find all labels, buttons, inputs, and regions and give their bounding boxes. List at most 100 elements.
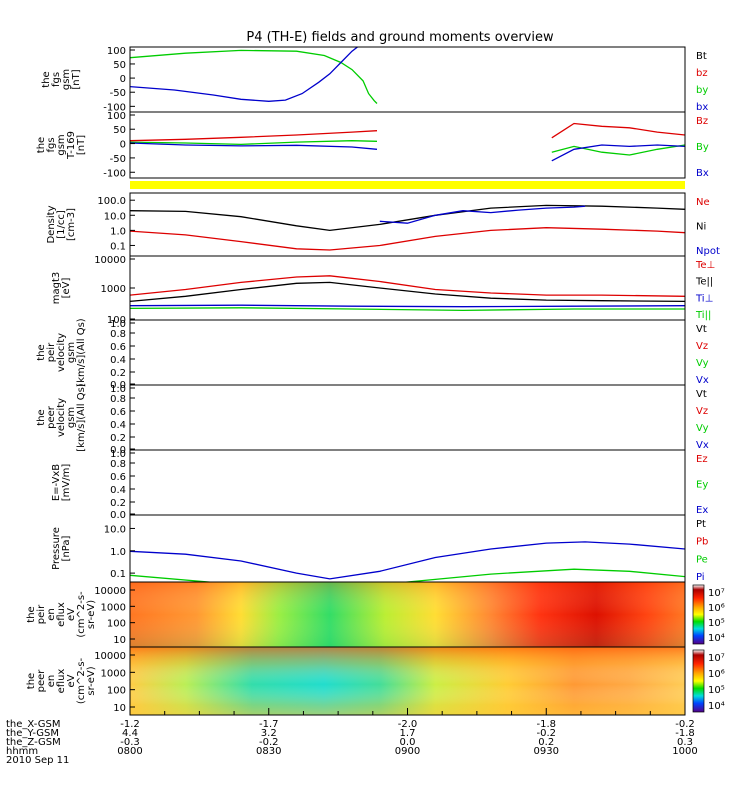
y-tick-label: 0.4 — [110, 355, 126, 366]
panel-frame — [129, 319, 686, 386]
y-tick-label: 100 — [107, 619, 126, 630]
y-tick-label: 10.0 — [104, 211, 126, 222]
panel-p2: 100 50 0 -50 -100 the fgs gsm T-169 [nT] Bz By Bx — [36, 111, 709, 179]
y-tick-label: 100 — [107, 686, 126, 697]
series-line-Npot — [379, 205, 586, 224]
y-tick-label: 100 — [107, 315, 126, 326]
colorbar-tick-label: 10⁷ — [708, 588, 725, 599]
y-tick-label: 0.4 — [110, 485, 126, 496]
y-tick-label: 0.6 — [110, 472, 126, 483]
y-tick-label: 10000 — [94, 255, 126, 266]
y-tick-label: 1.0 — [110, 319, 126, 330]
y-tick-label: 0 — [120, 74, 126, 85]
legend-label: Vy — [696, 358, 709, 369]
x-axis-value: -0.3 — [120, 737, 140, 748]
series-line-Ti⊥ — [130, 304, 685, 308]
y-tick-label: 0.6 — [110, 342, 126, 353]
colorbar-tick-label: 10⁴ — [708, 633, 725, 644]
legend-label: Pb — [696, 537, 708, 548]
y-tick-label: 1.0 — [110, 449, 126, 460]
series-line-Ti|| — [130, 307, 685, 312]
y-axis-label: velocity — [56, 398, 67, 437]
y-tick-label: 1000 — [101, 602, 126, 613]
y-tick-label: 50 — [113, 125, 126, 136]
series-line-By — [130, 140, 378, 146]
series-line-by — [130, 49, 378, 104]
legend-label: Ti|| — [695, 310, 711, 321]
x-axis-row-label: the_X-GSM — [6, 719, 60, 730]
y-axis-label: fgs — [46, 137, 57, 152]
y-axis-label: [cm-3] — [66, 208, 77, 241]
x-axis-value: 0.3 — [677, 737, 693, 748]
colorbar — [692, 649, 705, 713]
x-axis-row-label: the_Z-GSM — [6, 737, 61, 748]
y-tick-label: 100 — [107, 46, 126, 57]
y-tick-label: 10 — [113, 703, 126, 714]
legend-label: Pi — [696, 572, 705, 583]
series-line-Te⊥ — [130, 275, 685, 297]
y-tick-label: 0.1 — [110, 569, 126, 580]
x-axis-value: -1.7 — [259, 719, 279, 730]
legend-label: Vt — [696, 389, 707, 400]
x-axis-value: 0900 — [395, 746, 420, 757]
y-tick-label: 0.8 — [110, 459, 126, 470]
y-tick-label: 10000 — [94, 651, 126, 662]
y-axis-label: [eV] — [61, 278, 72, 299]
y-axis-label: en — [46, 608, 57, 621]
legend-label: Ey — [696, 480, 708, 491]
x-axis-value: -1.8 — [675, 728, 695, 739]
y-axis-label: the — [36, 409, 47, 425]
legend-label: Bx — [696, 168, 709, 179]
legend-label: Te⊥ — [695, 260, 715, 271]
y-axis-label: the — [26, 606, 37, 622]
legend-label: Bz — [696, 116, 708, 127]
colorbar-tick-label: 10⁵ — [708, 685, 725, 696]
x-axis-value: 3.2 — [261, 728, 277, 739]
panel-p9: 10⁷ 10⁶ 10⁵ 10⁴ 10000 1000 100 10 the peir en eflux… — [26, 581, 725, 648]
panel-frame — [129, 46, 686, 113]
legend-label: Bt — [696, 51, 707, 62]
y-axis-label: the — [26, 673, 37, 689]
panel-frame — [129, 514, 686, 583]
y-axis-label: [nPa] — [61, 535, 72, 561]
y-tick-label: 10 — [113, 635, 126, 646]
y-axis-label: sr-eV) — [86, 666, 97, 695]
y-tick-label: -50 — [110, 154, 126, 165]
x-axis-value: -1.2 — [120, 719, 140, 730]
y-axis-label: the — [41, 71, 52, 87]
panel-p1: 100 50 0 -50 -100 the fgs gsm [nT] Bt bz by bx — [41, 46, 708, 113]
legend-label: Vx — [696, 440, 709, 451]
legend-label: Ti⊥ — [695, 293, 713, 304]
x-axis-date: 2010 Sep 11 — [6, 755, 69, 766]
series-line-bx — [130, 47, 358, 102]
y-axis-label: [km/s](All Qs) — [76, 318, 87, 386]
legend-label: Vz — [696, 341, 708, 352]
x-axis-value: 0830 — [256, 746, 281, 757]
y-tick-label: -100 — [103, 168, 126, 179]
y-axis-label: fgs — [51, 72, 62, 87]
y-tick-label: 0.1 — [110, 241, 126, 252]
status-bar — [130, 181, 685, 189]
series-line-Te|| — [130, 281, 685, 303]
y-axis-label: eflux — [56, 602, 67, 627]
y-axis-label: (cm^2-s- — [76, 591, 87, 638]
series-line-Bx — [130, 142, 378, 150]
legend-label: Npot — [696, 246, 720, 257]
y-tick-label: 1000 — [101, 668, 126, 679]
y-tick-label: 0.0 — [110, 445, 126, 456]
colorbar-tick-label: 10⁴ — [708, 701, 725, 712]
y-axis-label: velocity — [56, 333, 67, 372]
y-tick-label: 0.2 — [110, 368, 126, 379]
legend-label: Ni — [696, 222, 706, 233]
y-axis-label: [nT] — [76, 135, 87, 155]
colorbar-tick-label: 10⁷ — [708, 653, 725, 664]
y-tick-label: 0.8 — [110, 394, 126, 405]
x-axis-value: 0.0 — [400, 737, 416, 748]
x-axis-value: 1.7 — [400, 728, 416, 739]
y-axis-label: peir — [46, 342, 57, 362]
y-axis-label: eflux — [56, 669, 67, 694]
panel-p5: 1.00.8 0.6 0.4 0.20.0 the peir velocity gsm [km/… — [36, 318, 709, 391]
y-axis-label: the — [36, 344, 47, 360]
